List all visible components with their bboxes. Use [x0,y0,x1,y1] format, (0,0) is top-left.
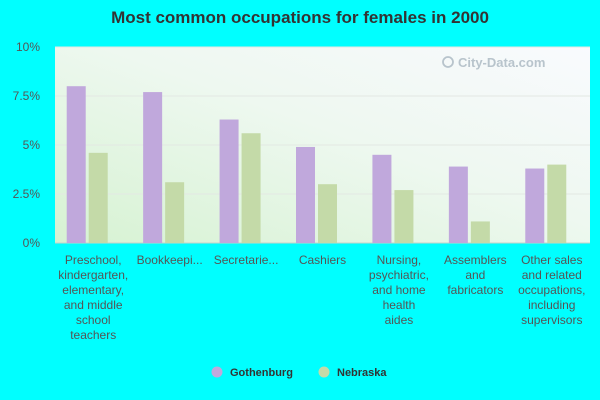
bar-gothenburg[interactable] [372,154,392,243]
bar-nebraska[interactable] [318,184,337,243]
bar-gothenburg[interactable] [296,146,315,243]
x-tick-label: Secretarie... [214,253,279,267]
x-tick-label: Assemblers and fabricators [444,253,507,297]
y-tick-label: 5% [23,138,41,152]
bars [66,86,567,243]
bar-nebraska[interactable] [165,182,185,243]
bar-gothenburg[interactable] [448,166,468,243]
legend-label-nebraska: Nebraska [337,367,387,379]
watermark: City-Data.com [442,55,545,70]
bar-gothenburg[interactable] [66,86,86,243]
x-tick-label: Bookkeepi... [137,253,203,267]
chart-title: Most common occupations for females in 2… [111,8,489,27]
legend-label-gothenburg: Gothenburg [230,367,293,379]
y-tick-label: 0% [23,236,41,250]
x-axis: Preschool, kindergarten, elementary, and mi… [58,253,585,342]
bar-nebraska[interactable] [394,190,414,243]
x-tick-label: Preschool, kindergarten, elementary, and mi… [58,253,128,342]
bar-nebraska[interactable] [470,221,490,243]
watermark-text: City-Data.com [458,55,545,70]
y-tick-label: 10% [16,40,40,54]
legend-swatch-gothenburg [211,366,223,378]
bar-gothenburg[interactable] [143,92,163,243]
bar-nebraska[interactable] [241,133,261,243]
bar-gothenburg[interactable] [525,168,545,243]
legend-swatch-nebraska [318,366,330,378]
bar-nebraska[interactable] [88,152,108,243]
y-tick-label: 2.5% [13,187,41,201]
x-tick-label: Nursing, psychiatric, and home health aides [369,253,429,327]
x-tick-label: Other sales and related occupations, includ… [518,253,585,327]
y-tick-label: 7.5% [13,89,41,103]
bar-nebraska[interactable] [547,164,567,243]
x-tick-label: Cashiers [299,253,346,267]
legend: Gothenburg Nebraska [211,366,387,379]
watermark-icon [442,56,454,68]
bar-gothenburg[interactable] [219,119,239,243]
